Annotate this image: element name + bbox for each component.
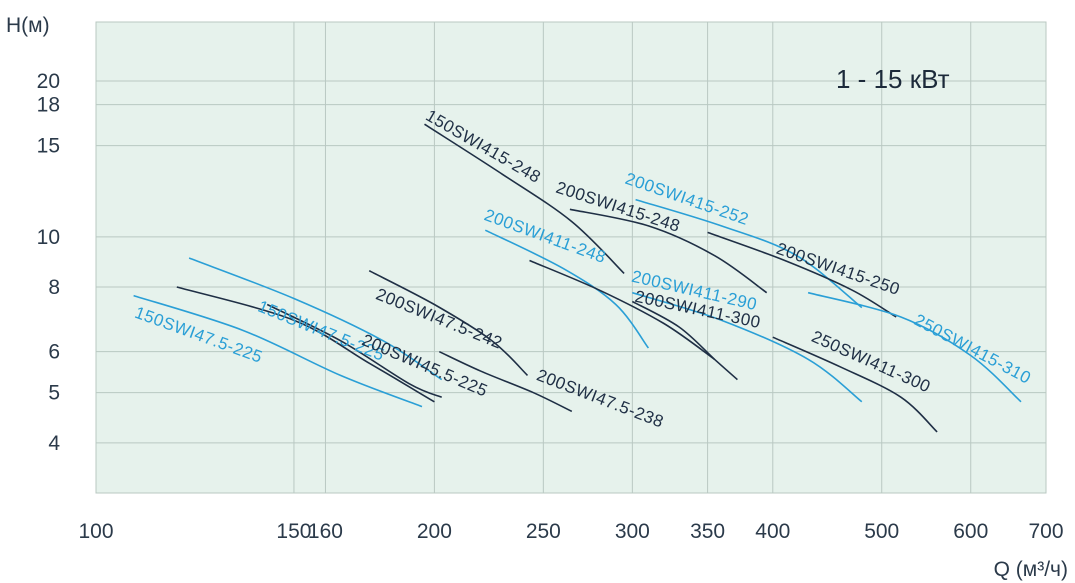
x-tick-label: 600	[953, 520, 988, 543]
pump-curve	[807, 291, 1022, 403]
y-axis-label: H(м)	[6, 14, 50, 37]
pump-curve	[632, 291, 863, 403]
y-tick-label: 18	[37, 94, 60, 117]
pump-curve	[266, 303, 443, 398]
x-tick-label: 150	[276, 520, 311, 543]
pump-curve	[188, 257, 443, 381]
x-tick-label: 100	[78, 520, 113, 543]
curves	[133, 123, 1022, 433]
pump-curve	[707, 231, 897, 318]
y-tick-label: 4	[48, 432, 60, 455]
pump-curve	[133, 294, 423, 408]
x-tick-label: 350	[690, 520, 725, 543]
x-tick-label: 300	[615, 520, 650, 543]
y-tick-label: 15	[37, 135, 60, 158]
y-tick-label: 8	[48, 276, 60, 299]
x-tick-label: 200	[417, 520, 452, 543]
x-tick-label: 400	[755, 520, 790, 543]
y-tick-label: 10	[37, 226, 60, 249]
y-tick-label: 20	[37, 70, 60, 93]
pump-curve	[631, 300, 738, 381]
power-range-annotation: 1 - 15 кВт	[836, 64, 950, 94]
pump-curve	[368, 269, 529, 376]
pump-curve	[772, 336, 938, 433]
pump-curve	[438, 350, 573, 413]
x-tick-label: 250	[526, 520, 561, 543]
pump-curve	[176, 286, 435, 403]
y-tick-label: 5	[48, 382, 60, 405]
grid	[95, 22, 1047, 493]
x-axis-label: Q (м³/ч)	[994, 558, 1068, 581]
pump-curve	[484, 229, 650, 349]
plot-area	[95, 21, 1047, 494]
x-tick-label: 500	[864, 520, 899, 543]
y-tick-label: 6	[48, 341, 60, 364]
x-tick-label: 700	[1028, 520, 1063, 543]
x-tick-label: 160	[308, 520, 343, 543]
pump-curve	[529, 259, 715, 360]
pump-curve	[569, 208, 768, 294]
pump-curve	[635, 198, 863, 309]
pump-curve	[424, 123, 625, 274]
